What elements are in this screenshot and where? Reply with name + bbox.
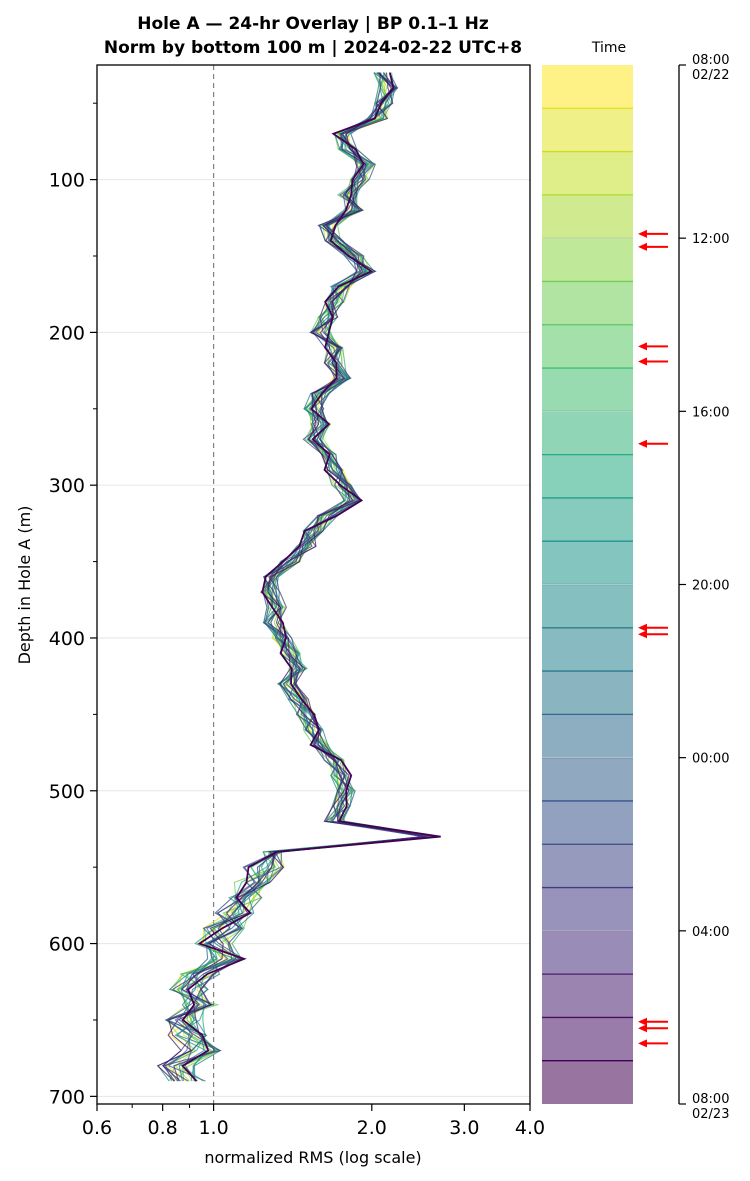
series-line [173,72,438,1082]
depth-profile-panel: 0.6 0.8 1.0 2.0 3.0 4.0 100 200 300 400 500 600 700… [15,64,545,1167]
time-band [542,757,633,801]
y-tick-label: 100 [49,170,85,192]
time-panel-title: Time [591,40,626,56]
time-band [542,714,633,758]
time-band [542,454,633,498]
event-arrow-head [638,1024,647,1033]
event-arrow-head [638,342,647,351]
time-band [542,887,633,931]
time-axis: 08:00 02/22 12:00 16:00 20:00 00:00 04:00 08:00… [542,53,729,1122]
y-tick-label: 400 [49,628,85,650]
time-tick-label: 04:00 [692,925,729,940]
event-arrow-head [638,623,647,632]
time-band [542,930,633,975]
time-band [542,411,633,455]
series-group [156,72,441,1082]
event-arrow-head [638,1039,647,1048]
time-band [542,627,633,672]
time-band [542,238,633,282]
time-tick-label: 00:00 [692,752,729,767]
y-axis-label: Depth in Hole A (m) [15,506,34,665]
y-axis-ticks: 100 200 300 400 500 600 700 [49,102,97,1108]
time-band [542,108,633,152]
event-arrow-head [638,357,647,366]
time-tick-label: 08:00 02/22 [692,53,729,83]
time-band [542,324,633,369]
x-axis-ticks: 0.6 0.8 1.0 2.0 3.0 4.0 [82,1104,545,1139]
time-band [542,368,633,412]
y-tick-label: 700 [49,1086,85,1108]
event-arrow-head [638,630,647,639]
x-tick-label: 3.0 [449,1117,479,1139]
horizontal-grid [97,179,530,1097]
x-tick-label: 1.0 [198,1117,228,1139]
time-band [542,281,633,325]
event-arrow-head [638,1017,647,1026]
time-band [542,194,633,239]
x-axis-label: normalized RMS (log scale) [204,1148,421,1167]
series-line [156,72,441,1082]
time-band [542,974,633,1018]
x-tick-label: 0.6 [82,1117,112,1139]
time-band [542,151,633,195]
series-line [161,72,423,1082]
chart-title-line2: Norm by bottom 100 m | 2024-02-22 UTC+8 [104,38,522,58]
series-line [162,72,424,1082]
y-tick-label: 200 [49,322,85,344]
time-band [542,65,633,109]
series-line [176,72,429,1082]
time-band [542,800,633,845]
event-arrow-head [638,229,647,238]
event-arrows [638,229,668,1048]
event-arrow-head [638,439,647,448]
time-band [542,1017,633,1061]
time-tick-label: 20:00 [692,579,729,594]
x-tick-label: 4.0 [515,1117,545,1139]
series-line [162,72,427,1082]
event-arrow-head [638,242,647,251]
y-tick-label: 500 [49,781,85,803]
series-line [181,72,441,1082]
time-bands [542,65,633,1104]
time-tick-label: 12:00 [692,232,729,247]
time-band [542,671,633,715]
time-band [542,497,633,542]
chart-title-line1: Hole A — 24-hr Overlay | BP 0.1–1 Hz [137,14,489,34]
y-tick-label: 300 [49,475,85,497]
x-tick-label: 0.8 [148,1117,178,1139]
time-band [542,844,633,888]
time-band [542,1060,633,1104]
time-band [542,584,633,628]
time-band [542,541,633,585]
y-tick-label: 600 [49,934,85,956]
time-colorbar-panel: Time 08:00 02/22 12:00 16:00 20:00 00:00 04:00… [542,40,729,1122]
time-tick-label: 16:00 [692,405,729,420]
plot-frame [96,64,531,1105]
time-tick-label: 08:00 02/23 [692,1092,729,1122]
x-tick-label: 2.0 [357,1117,387,1139]
